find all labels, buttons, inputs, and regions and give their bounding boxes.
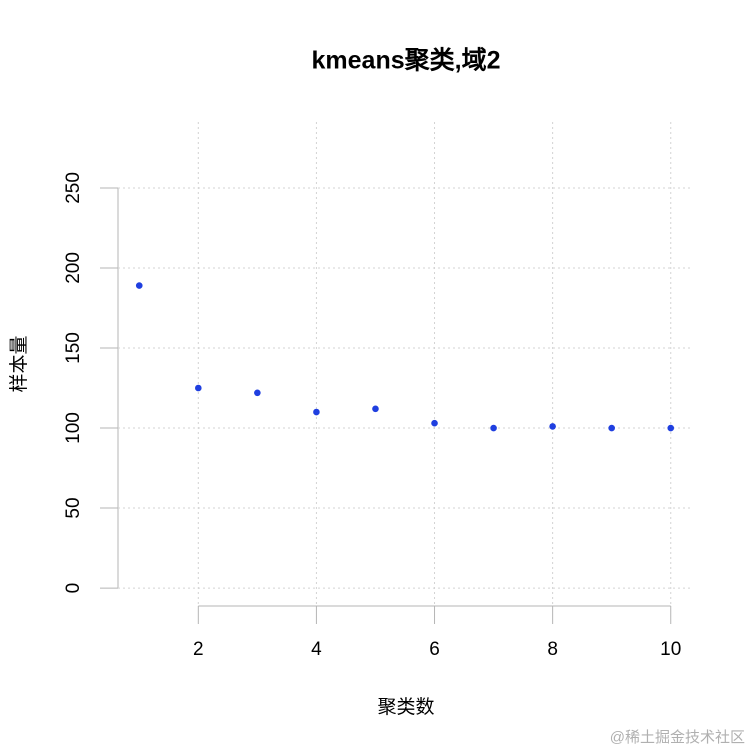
watermark: @稀土掘金技术社区	[610, 729, 745, 746]
chart-title: kmeans聚类,域2	[312, 47, 501, 75]
point	[549, 423, 556, 430]
point	[667, 424, 675, 432]
x-tick-label: 4	[311, 639, 322, 660]
y-tick-label: 100	[63, 412, 84, 444]
point	[195, 384, 202, 392]
point	[372, 405, 379, 413]
y-tick-label: 250	[63, 172, 84, 204]
point	[608, 424, 615, 432]
x-tick-label: 6	[429, 639, 440, 660]
y-tick-label: 150	[63, 332, 84, 364]
point	[135, 282, 143, 289]
x-axis-label: 聚类数	[377, 696, 434, 718]
y-tick-label: 200	[63, 252, 84, 284]
point	[254, 389, 261, 397]
x-tick-label: 2	[193, 639, 204, 660]
point	[431, 419, 438, 427]
x-tick-label: 8	[547, 639, 558, 660]
y-tick-label: 0	[63, 583, 84, 594]
x-tick-label: 10	[660, 639, 681, 660]
point	[490, 424, 497, 432]
y-tick-label: 50	[63, 497, 84, 518]
y-axis-label: 样本量	[8, 335, 30, 392]
point	[313, 408, 320, 416]
